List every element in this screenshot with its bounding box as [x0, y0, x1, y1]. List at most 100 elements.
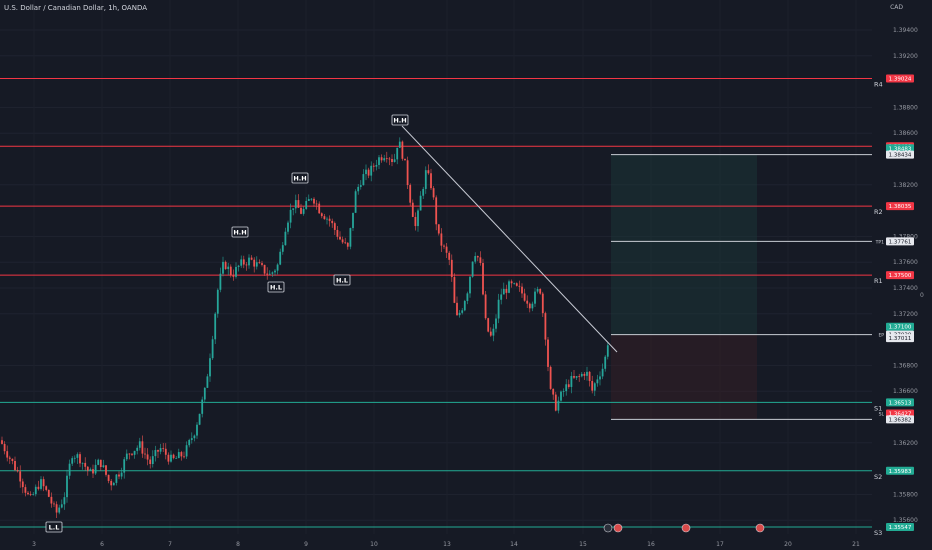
- candle-body: [606, 345, 609, 357]
- candle: [365, 164, 367, 181]
- candle: [94, 459, 97, 475]
- candle-body: [526, 300, 529, 304]
- candle-body: [294, 200, 297, 209]
- candle: [570, 371, 573, 394]
- candle: [297, 194, 300, 208]
- y-tick-label: 1.37200: [893, 311, 918, 318]
- candle: [107, 474, 110, 484]
- candle: [479, 251, 482, 266]
- candle-body: [404, 158, 406, 161]
- price-tag: [886, 237, 914, 246]
- candle-body: [443, 245, 445, 247]
- candle: [167, 452, 170, 465]
- price-tag: [886, 150, 914, 159]
- currency-label: CAD: [890, 4, 903, 11]
- candle: [474, 252, 477, 264]
- candle-body: [138, 441, 141, 448]
- candle: [263, 264, 266, 276]
- candle: [24, 484, 27, 497]
- candle: [193, 434, 196, 442]
- candle: [305, 197, 308, 210]
- price-tag-value: 1.37761: [889, 239, 912, 245]
- candle-body: [81, 462, 84, 464]
- candle-body: [341, 239, 344, 243]
- candle: [34, 484, 37, 497]
- candle-body: [8, 457, 11, 459]
- candle-body: [177, 452, 180, 459]
- candle-body: [297, 200, 300, 208]
- candle-body: [32, 494, 35, 495]
- candle: [419, 191, 422, 211]
- swing-label: H.L: [333, 274, 351, 286]
- candle: [448, 250, 451, 266]
- candle-body: [424, 170, 427, 189]
- candle-body: [300, 207, 302, 214]
- candle: [203, 387, 206, 403]
- candle-body: [445, 246, 448, 253]
- candle: [53, 501, 55, 508]
- candle: [8, 455, 11, 464]
- candle: [112, 481, 115, 486]
- candle-body: [307, 199, 310, 201]
- swing-label-box: [267, 281, 285, 293]
- level-tag: [886, 523, 914, 532]
- candle: [430, 168, 432, 191]
- candle-body: [521, 286, 523, 294]
- candle-body: [552, 388, 555, 395]
- candle-body: [544, 313, 547, 340]
- level-name: S3: [874, 529, 882, 537]
- candle-body: [391, 158, 393, 163]
- candle-body: [305, 200, 308, 209]
- candle: [235, 262, 237, 279]
- candle-body: [518, 285, 521, 287]
- candle: [86, 465, 89, 476]
- candle-body: [565, 384, 568, 392]
- candle: [583, 371, 586, 380]
- candle-body: [497, 299, 500, 319]
- candle-body: [115, 474, 118, 483]
- candle-body: [604, 356, 607, 369]
- candle-body: [201, 399, 204, 414]
- candle-body: [359, 185, 362, 187]
- x-tick-label: 17: [716, 541, 724, 548]
- candle-body: [128, 453, 131, 455]
- candle: [6, 445, 9, 462]
- x-tick-label: 16: [647, 541, 655, 548]
- level-tag: [886, 202, 914, 211]
- candle: [326, 216, 328, 225]
- candle-body: [596, 379, 599, 384]
- candle-body: [84, 462, 87, 467]
- candle: [328, 215, 331, 227]
- candle: [370, 161, 373, 182]
- candle-body: [289, 209, 292, 223]
- candle-body: [469, 276, 471, 294]
- candle-body: [235, 266, 237, 277]
- candle-body: [380, 157, 383, 161]
- candle-body: [409, 185, 412, 203]
- candle: [482, 258, 484, 296]
- candle-body: [21, 481, 24, 488]
- candle-body: [541, 293, 544, 314]
- candle-body: [188, 439, 191, 446]
- candle-body: [170, 454, 172, 462]
- candle: [125, 449, 128, 461]
- candle-body: [281, 245, 284, 252]
- candle-body: [502, 288, 505, 295]
- overlay: H.H H.H H.H H.L H.L L.L: [45, 114, 765, 533]
- candle-body: [487, 318, 490, 332]
- candle-body: [45, 486, 48, 490]
- candle: [118, 471, 120, 480]
- candle: [456, 296, 458, 316]
- time-axis-bg: [0, 534, 872, 550]
- candle-body: [479, 257, 482, 263]
- candle: [463, 299, 466, 312]
- candle: [229, 264, 232, 278]
- candle-body: [357, 186, 360, 192]
- range-marker: 0: [920, 292, 924, 299]
- candle: [424, 166, 427, 194]
- candle: [393, 153, 396, 163]
- x-tick-label: 13: [443, 541, 451, 548]
- candle-body: [398, 141, 401, 148]
- candle-body: [86, 466, 89, 471]
